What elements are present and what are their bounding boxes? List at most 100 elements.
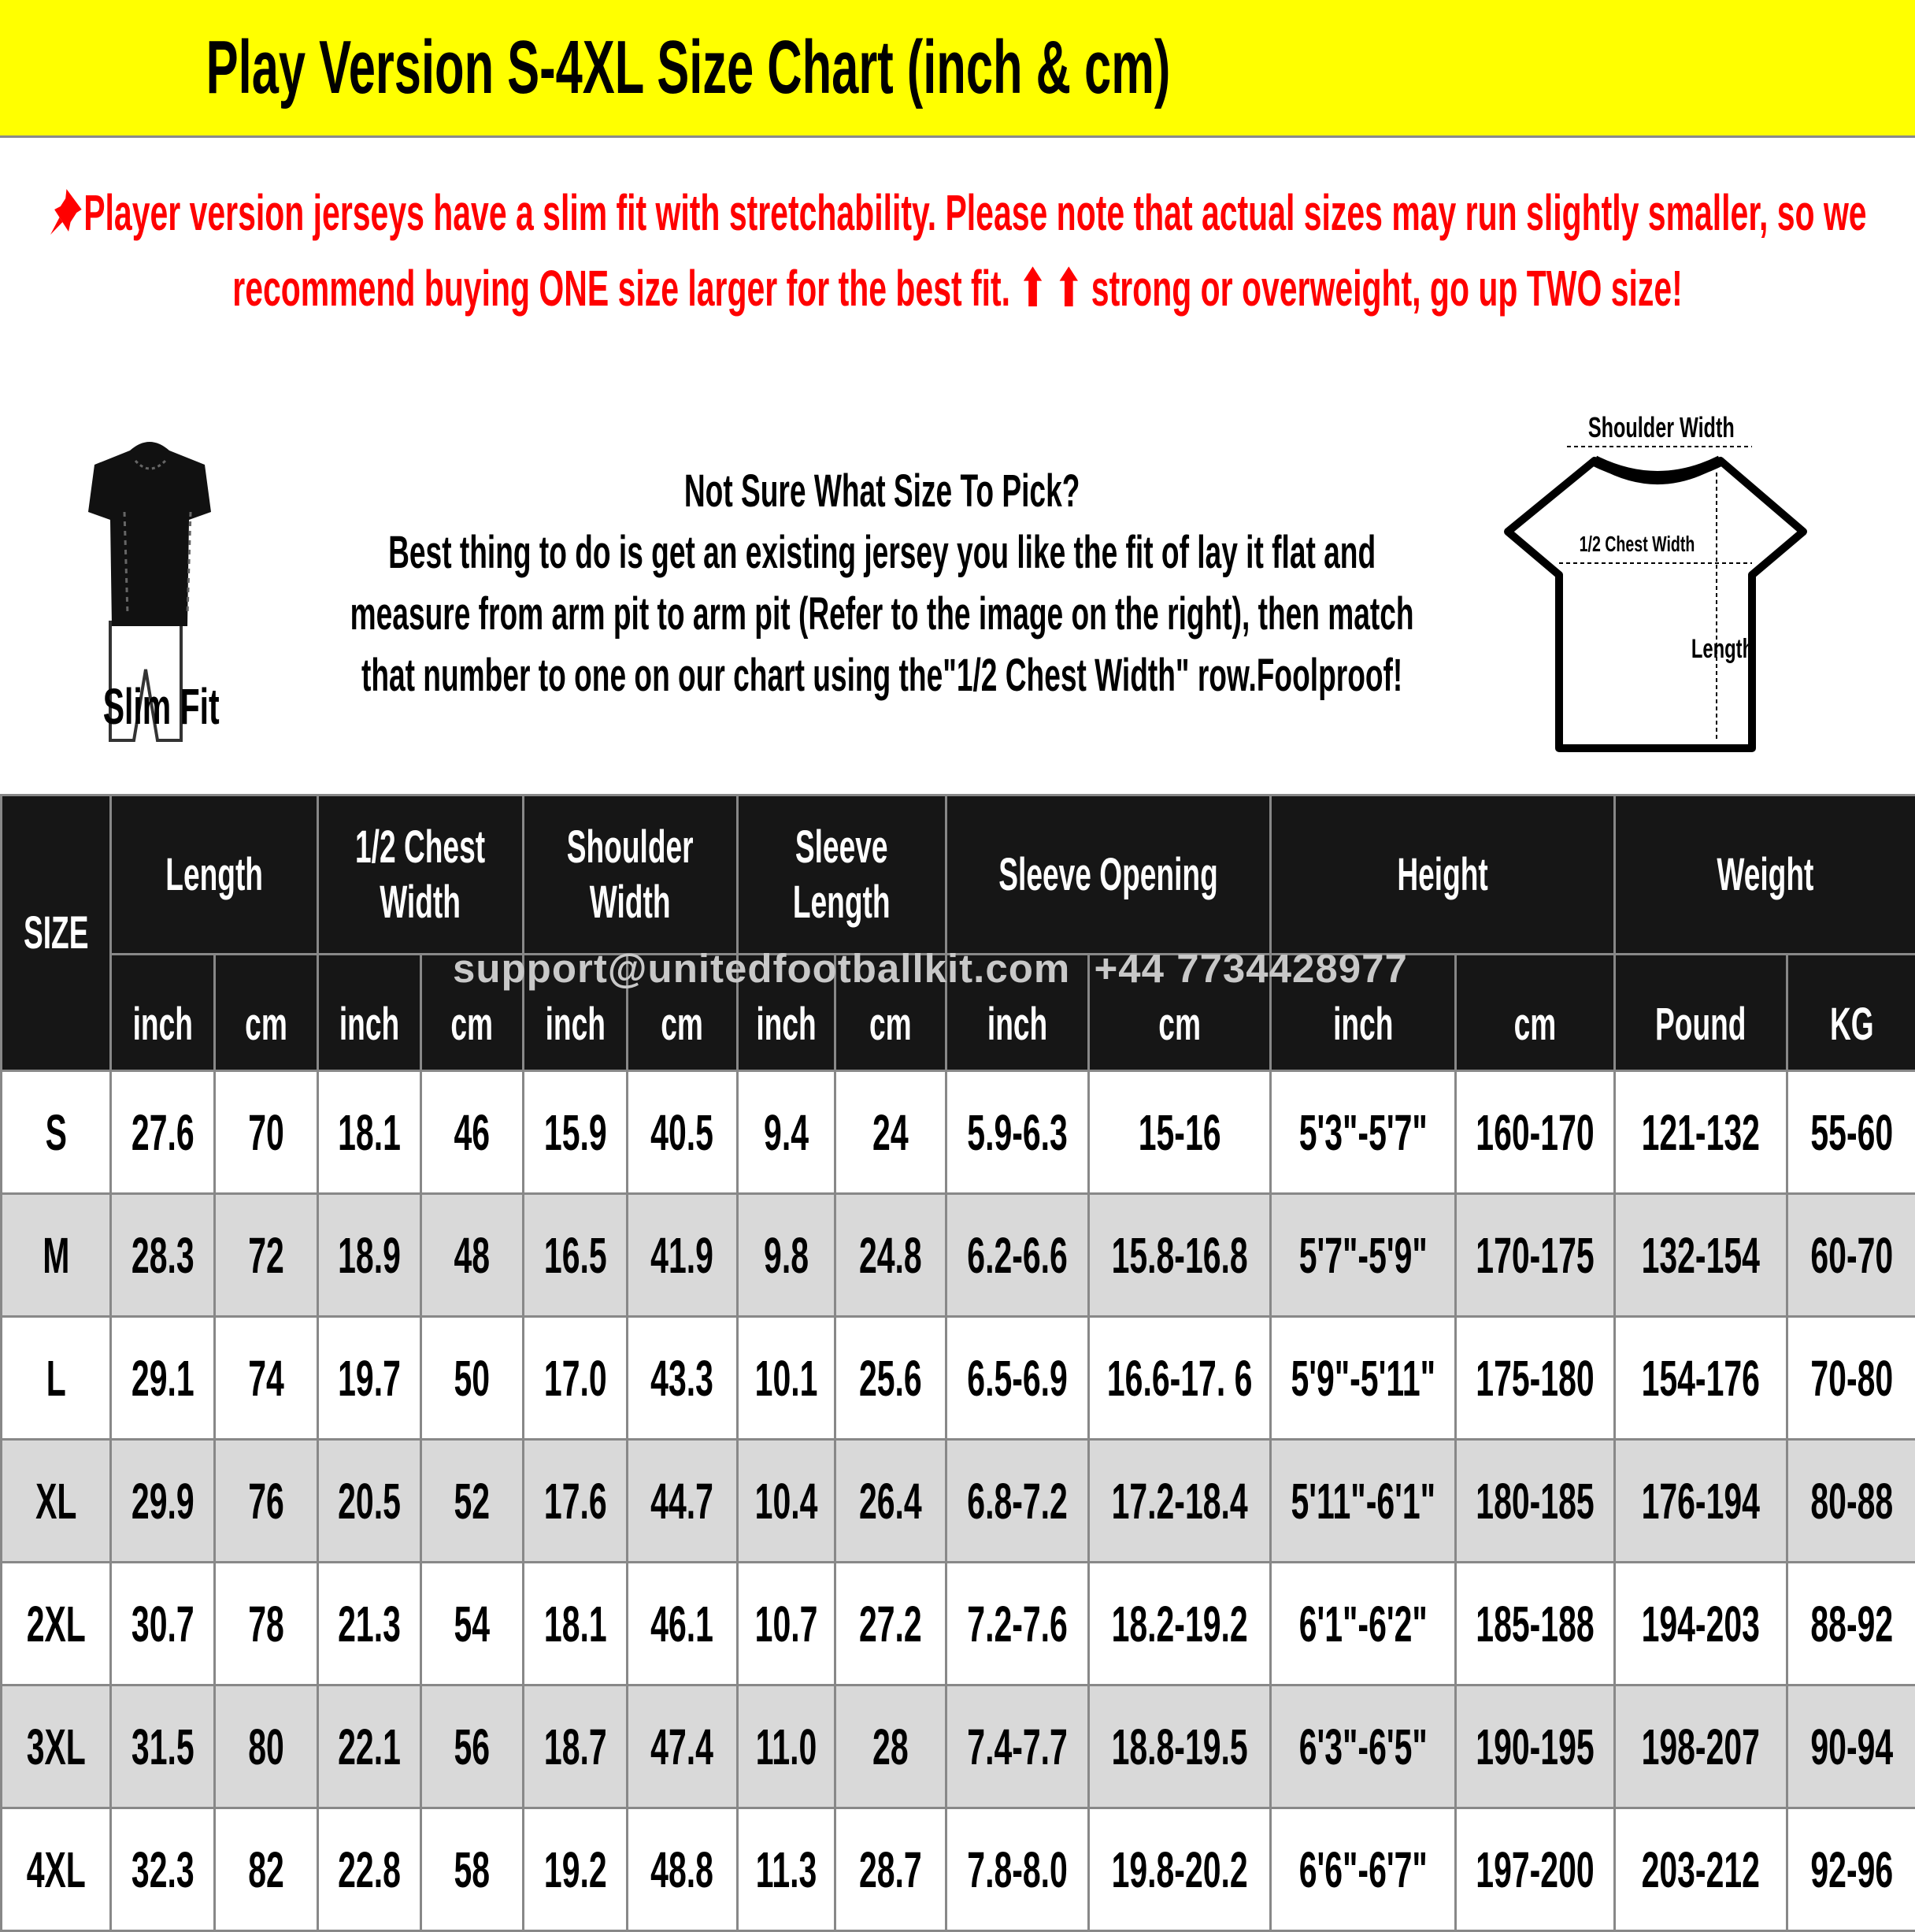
- value-cell: 25.6: [834, 1315, 948, 1441]
- unit-header: cm: [1454, 953, 1617, 1072]
- size-cell: 2XL: [0, 1561, 112, 1686]
- value-cell: 11.3: [736, 1807, 837, 1932]
- page-title: Play Version S-4XL Size Chart (inch & cm…: [206, 25, 1171, 109]
- value-cell: 88-92: [1786, 1561, 1915, 1686]
- table-row: 3XL 31.5 80 22.1 56 18.7 47.4 11.0 28 7.4-7.7 18.8…: [0, 1684, 1915, 1809]
- value-cell: 7.2-7.6: [945, 1561, 1091, 1686]
- value-cell: 27.2: [834, 1561, 948, 1686]
- header-weight: Weight: [1613, 794, 1915, 955]
- value-cell: 170-175: [1454, 1192, 1617, 1318]
- value-cell: 6.2-6.6: [945, 1192, 1091, 1318]
- header-height: Height: [1269, 794, 1617, 955]
- unit-header: inch: [317, 953, 423, 1072]
- value-cell: 92-96: [1786, 1807, 1915, 1932]
- value-cell: 17.0: [522, 1315, 629, 1441]
- value-cell: 46: [420, 1070, 525, 1195]
- value-cell: 47.4: [626, 1684, 739, 1809]
- slim-fit-figure-icon: [88, 442, 211, 742]
- value-cell: 6'6"-6'7": [1269, 1807, 1458, 1932]
- value-cell: 203-212: [1613, 1807, 1789, 1932]
- header-shoulder-width: Shoulder Width: [522, 794, 739, 955]
- value-cell: 74: [213, 1315, 320, 1441]
- value-cell: 58: [420, 1807, 525, 1932]
- value-cell: 31.5: [109, 1684, 216, 1809]
- value-cell: 15.9: [522, 1070, 629, 1195]
- value-cell: 7.4-7.7: [945, 1684, 1091, 1809]
- value-cell: 22.1: [317, 1684, 423, 1809]
- tshirt-measurement-diagram: Shoulder Width 1/2 Chest Width Length: [1504, 412, 1807, 752]
- value-cell: 27.6: [109, 1070, 216, 1195]
- value-cell: 5'9"-5'11": [1269, 1315, 1458, 1441]
- value-cell: 6'3"-6'5": [1269, 1684, 1458, 1809]
- value-cell: 198-207: [1613, 1684, 1789, 1809]
- value-cell: 18.2-19.2: [1087, 1561, 1272, 1686]
- value-cell: 197-200: [1454, 1807, 1617, 1932]
- value-cell: 5'3"-5'7": [1269, 1070, 1458, 1195]
- value-cell: 132-154: [1613, 1192, 1789, 1318]
- value-cell: 9.8: [736, 1192, 837, 1318]
- value-cell: 5.9-6.3: [945, 1070, 1091, 1195]
- value-cell: 29.1: [109, 1315, 216, 1441]
- value-cell: 175-180: [1454, 1315, 1617, 1441]
- unit-header: Pound: [1613, 953, 1789, 1072]
- slim-fit-label: Slim Fit: [103, 678, 220, 735]
- value-cell: 22.8: [317, 1807, 423, 1932]
- value-cell: 21.3: [317, 1561, 423, 1686]
- value-cell: 70-80: [1786, 1315, 1915, 1441]
- value-cell: 56: [420, 1684, 525, 1809]
- value-cell: 19.8-20.2: [1087, 1807, 1272, 1932]
- value-cell: 30.7: [109, 1561, 216, 1686]
- value-cell: 176-194: [1613, 1438, 1789, 1563]
- value-cell: 28.3: [109, 1192, 216, 1318]
- value-cell: 60-70: [1786, 1192, 1915, 1318]
- value-cell: 72: [213, 1192, 320, 1318]
- size-cell: 4XL: [0, 1807, 112, 1932]
- header-sleeve-opening: Sleeve Opening: [945, 794, 1272, 955]
- value-cell: 6.8-7.2: [945, 1438, 1091, 1563]
- value-cell: 17.6: [522, 1438, 629, 1563]
- value-cell: 19.2: [522, 1807, 629, 1932]
- unit-header: inch: [736, 953, 837, 1072]
- unit-header: cm: [626, 953, 739, 1072]
- header-size: SIZE: [0, 794, 112, 1072]
- value-cell: 44.7: [626, 1438, 739, 1563]
- value-cell: 17.2-18.4: [1087, 1438, 1272, 1563]
- value-cell: 180-185: [1454, 1438, 1617, 1563]
- value-cell: 55-60: [1786, 1070, 1915, 1195]
- value-cell: 15.8-16.8: [1087, 1192, 1272, 1318]
- size-table: SIZE Length 1/2 Chest Width Shoulder Wid…: [0, 794, 1915, 1932]
- unit-header: KG: [1786, 953, 1915, 1072]
- title-bar: Play Version S-4XL Size Chart (inch & cm…: [0, 0, 1915, 138]
- size-guide: Not Sure What Size To Pick? Best thing t…: [339, 461, 1425, 706]
- value-cell: 82: [213, 1807, 320, 1932]
- shoulder-width-label: Shoulder Width: [1588, 412, 1735, 444]
- size-cell: 3XL: [0, 1684, 112, 1809]
- fit-notice: Player version jerseys have a slim fit w…: [13, 175, 1902, 326]
- size-cell: XL: [0, 1438, 112, 1563]
- value-cell: 16.6-17. 6: [1087, 1315, 1272, 1441]
- value-cell: 121-132: [1613, 1070, 1789, 1195]
- value-cell: 90-94: [1786, 1684, 1915, 1809]
- value-cell: 28.7: [834, 1807, 948, 1932]
- value-cell: 185-188: [1454, 1561, 1617, 1686]
- value-cell: 50: [420, 1315, 525, 1441]
- unit-header: inch: [945, 953, 1091, 1072]
- unit-header: inch: [522, 953, 629, 1072]
- value-cell: 190-195: [1454, 1684, 1617, 1809]
- value-cell: 19.7: [317, 1315, 423, 1441]
- value-cell: 80: [213, 1684, 320, 1809]
- value-cell: 26.4: [834, 1438, 948, 1563]
- value-cell: 43.3: [626, 1315, 739, 1441]
- value-cell: 15-16: [1087, 1070, 1272, 1195]
- size-cell: L: [0, 1315, 112, 1441]
- value-cell: 80-88: [1786, 1438, 1915, 1563]
- value-cell: 24: [834, 1070, 948, 1195]
- value-cell: 18.1: [522, 1561, 629, 1686]
- value-cell: 5'7"-5'9": [1269, 1192, 1458, 1318]
- value-cell: 160-170: [1454, 1070, 1617, 1195]
- unit-header: cm: [1087, 953, 1272, 1072]
- value-cell: 70: [213, 1070, 320, 1195]
- chest-width-label: 1/2 Chest Width: [1580, 532, 1695, 557]
- value-cell: 18.1: [317, 1070, 423, 1195]
- notice-text: Player version jerseys have a slim fit w…: [83, 184, 1867, 317]
